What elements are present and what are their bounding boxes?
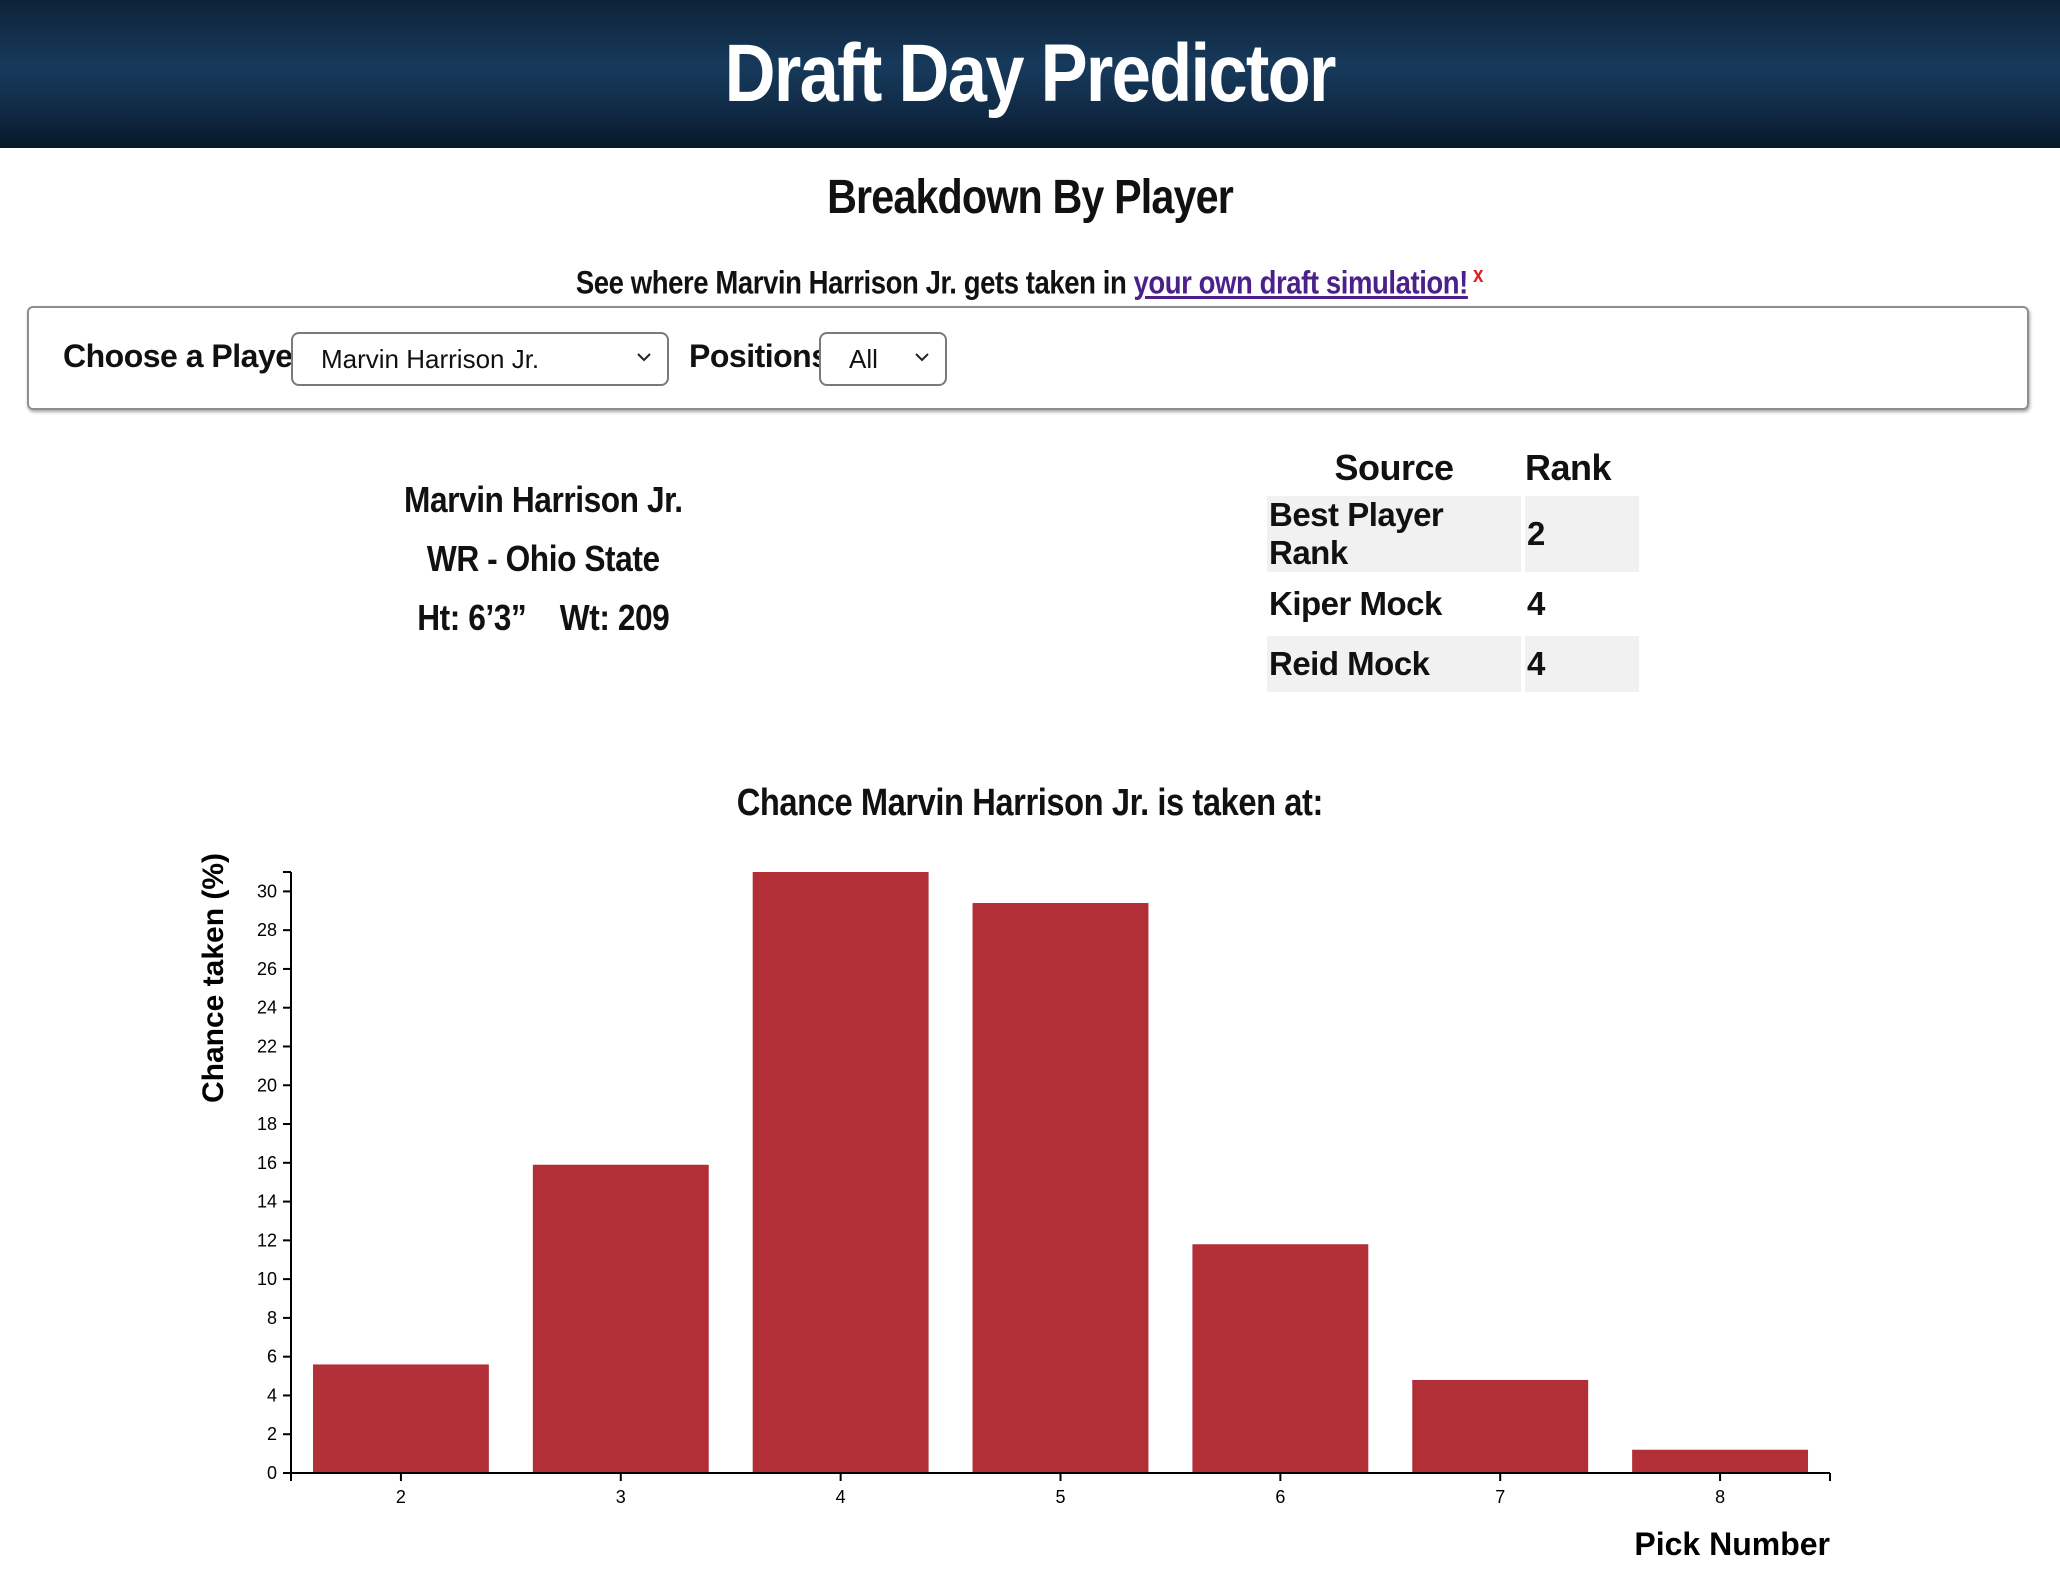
y-tick-label: 18 bbox=[257, 1114, 277, 1134]
rank-value: 4 bbox=[1525, 636, 1639, 692]
player-select[interactable]: Marvin Harrison Jr. bbox=[291, 332, 669, 386]
x-tick-label: 6 bbox=[1275, 1487, 1285, 1507]
bar-pick-8 bbox=[1632, 1449, 1809, 1473]
draft-simulation-link[interactable]: your own draft simulation! bbox=[1134, 264, 1469, 301]
positions-select[interactable]: All bbox=[819, 332, 947, 386]
y-tick-label: 28 bbox=[257, 920, 277, 940]
y-tick-label: 0 bbox=[267, 1463, 277, 1483]
y-tick-label: 12 bbox=[257, 1230, 277, 1250]
promo-text: See where Marvin Harrison Jr. gets taken… bbox=[576, 264, 1135, 301]
x-tick-label: 4 bbox=[836, 1487, 846, 1507]
rank-value: 2 bbox=[1525, 496, 1639, 572]
x-tick-label: 8 bbox=[1715, 1487, 1725, 1507]
x-tick-label: 2 bbox=[396, 1487, 406, 1507]
player-position-school: WR - Ohio State bbox=[426, 538, 660, 579]
y-axis-label: Chance taken (%) bbox=[197, 853, 230, 1103]
y-tick-label: 6 bbox=[267, 1347, 277, 1367]
player-name: Marvin Harrison Jr. bbox=[403, 479, 683, 520]
table-row: Best Player Rank 2 bbox=[1267, 496, 1639, 572]
rank-table: Source Rank Best Player Rank 2 Kiper Moc… bbox=[1263, 440, 1643, 696]
rank-source: Best Player Rank bbox=[1267, 496, 1521, 572]
player-select-value: Marvin Harrison Jr. bbox=[321, 343, 540, 374]
table-row: Reid Mock 4 bbox=[1267, 636, 1639, 692]
rank-value: 4 bbox=[1527, 585, 1545, 622]
y-tick-label: 26 bbox=[257, 959, 277, 979]
section-title: Breakdown By Player bbox=[827, 171, 1234, 224]
bar-pick-4 bbox=[752, 872, 929, 1473]
y-tick-label: 10 bbox=[257, 1269, 277, 1289]
chart-title: Chance Marvin Harrison Jr. is taken at: bbox=[0, 782, 2060, 825]
player-info: Marvin Harrison Jr. WR - Ohio State Ht: … bbox=[283, 470, 803, 647]
x-tick-label: 5 bbox=[1055, 1487, 1065, 1507]
bar-pick-5 bbox=[972, 903, 1149, 1473]
choose-player-label: Choose a Player: bbox=[63, 338, 315, 374]
chevron-down-icon bbox=[915, 353, 929, 362]
y-tick-label: 2 bbox=[267, 1424, 277, 1444]
app-header: Draft Day Predictor bbox=[0, 0, 2060, 148]
y-tick-label: 24 bbox=[257, 998, 277, 1018]
positions-label: Positions: bbox=[689, 338, 839, 374]
y-tick-label: 22 bbox=[257, 1036, 277, 1056]
app-title: Draft Day Predictor bbox=[724, 28, 1337, 119]
table-row: Kiper Mock 4 bbox=[1267, 576, 1639, 632]
player-height-weight: Ht: 6’3” Wt: 209 bbox=[416, 597, 670, 638]
x-tick-label: 7 bbox=[1495, 1487, 1505, 1507]
bar-pick-6 bbox=[1192, 1244, 1369, 1473]
rank-source: Reid Mock bbox=[1267, 636, 1521, 692]
y-tick-label: 16 bbox=[257, 1153, 277, 1173]
rank-table-header-source: Source bbox=[1334, 447, 1454, 488]
y-tick-label: 14 bbox=[257, 1192, 277, 1212]
positions-select-value: All bbox=[849, 343, 878, 374]
y-tick-label: 8 bbox=[267, 1308, 277, 1328]
bar-pick-7 bbox=[1412, 1379, 1589, 1473]
x-axis-label: Pick Number bbox=[1634, 1526, 1830, 1562]
rank-table-header-rank: Rank bbox=[1525, 447, 1612, 488]
filter-controls: Choose a Player: Marvin Harrison Jr. Pos… bbox=[27, 306, 2029, 410]
rank-source: Kiper Mock bbox=[1269, 585, 1442, 622]
close-promo-icon[interactable]: x bbox=[1473, 262, 1485, 287]
bar-pick-2 bbox=[312, 1364, 489, 1473]
promo-banner: See where Marvin Harrison Jr. gets taken… bbox=[0, 262, 2060, 302]
x-tick-label: 3 bbox=[616, 1487, 626, 1507]
chart-title-text: Chance Marvin Harrison Jr. is taken at: bbox=[736, 782, 1324, 824]
y-tick-label: 30 bbox=[257, 881, 277, 901]
y-tick-label: 4 bbox=[267, 1385, 277, 1405]
bar-pick-3 bbox=[532, 1164, 709, 1473]
y-tick-label: 20 bbox=[257, 1075, 277, 1095]
chevron-down-icon bbox=[637, 353, 651, 362]
